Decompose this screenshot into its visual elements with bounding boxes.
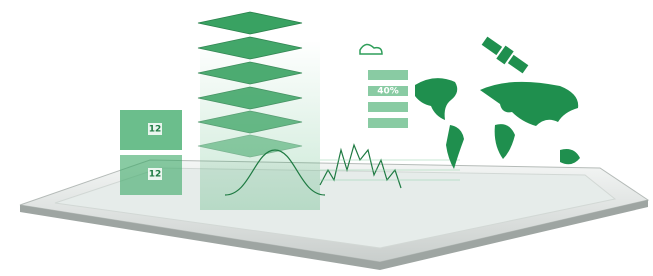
satellite xyxy=(480,34,530,76)
panel-value: 12 xyxy=(149,125,162,135)
panel-value: 12 xyxy=(149,170,162,180)
left-panels: 12 12 xyxy=(120,110,182,195)
humidity-value: 40% xyxy=(377,87,399,97)
world-map xyxy=(415,78,580,169)
tablet xyxy=(20,160,648,270)
page: {"left_panels": [{"value": "12"}, {"valu… xyxy=(0,0,653,276)
weather-panel: 40% xyxy=(360,44,408,128)
illustration: 12 12 40% xyxy=(0,0,653,276)
